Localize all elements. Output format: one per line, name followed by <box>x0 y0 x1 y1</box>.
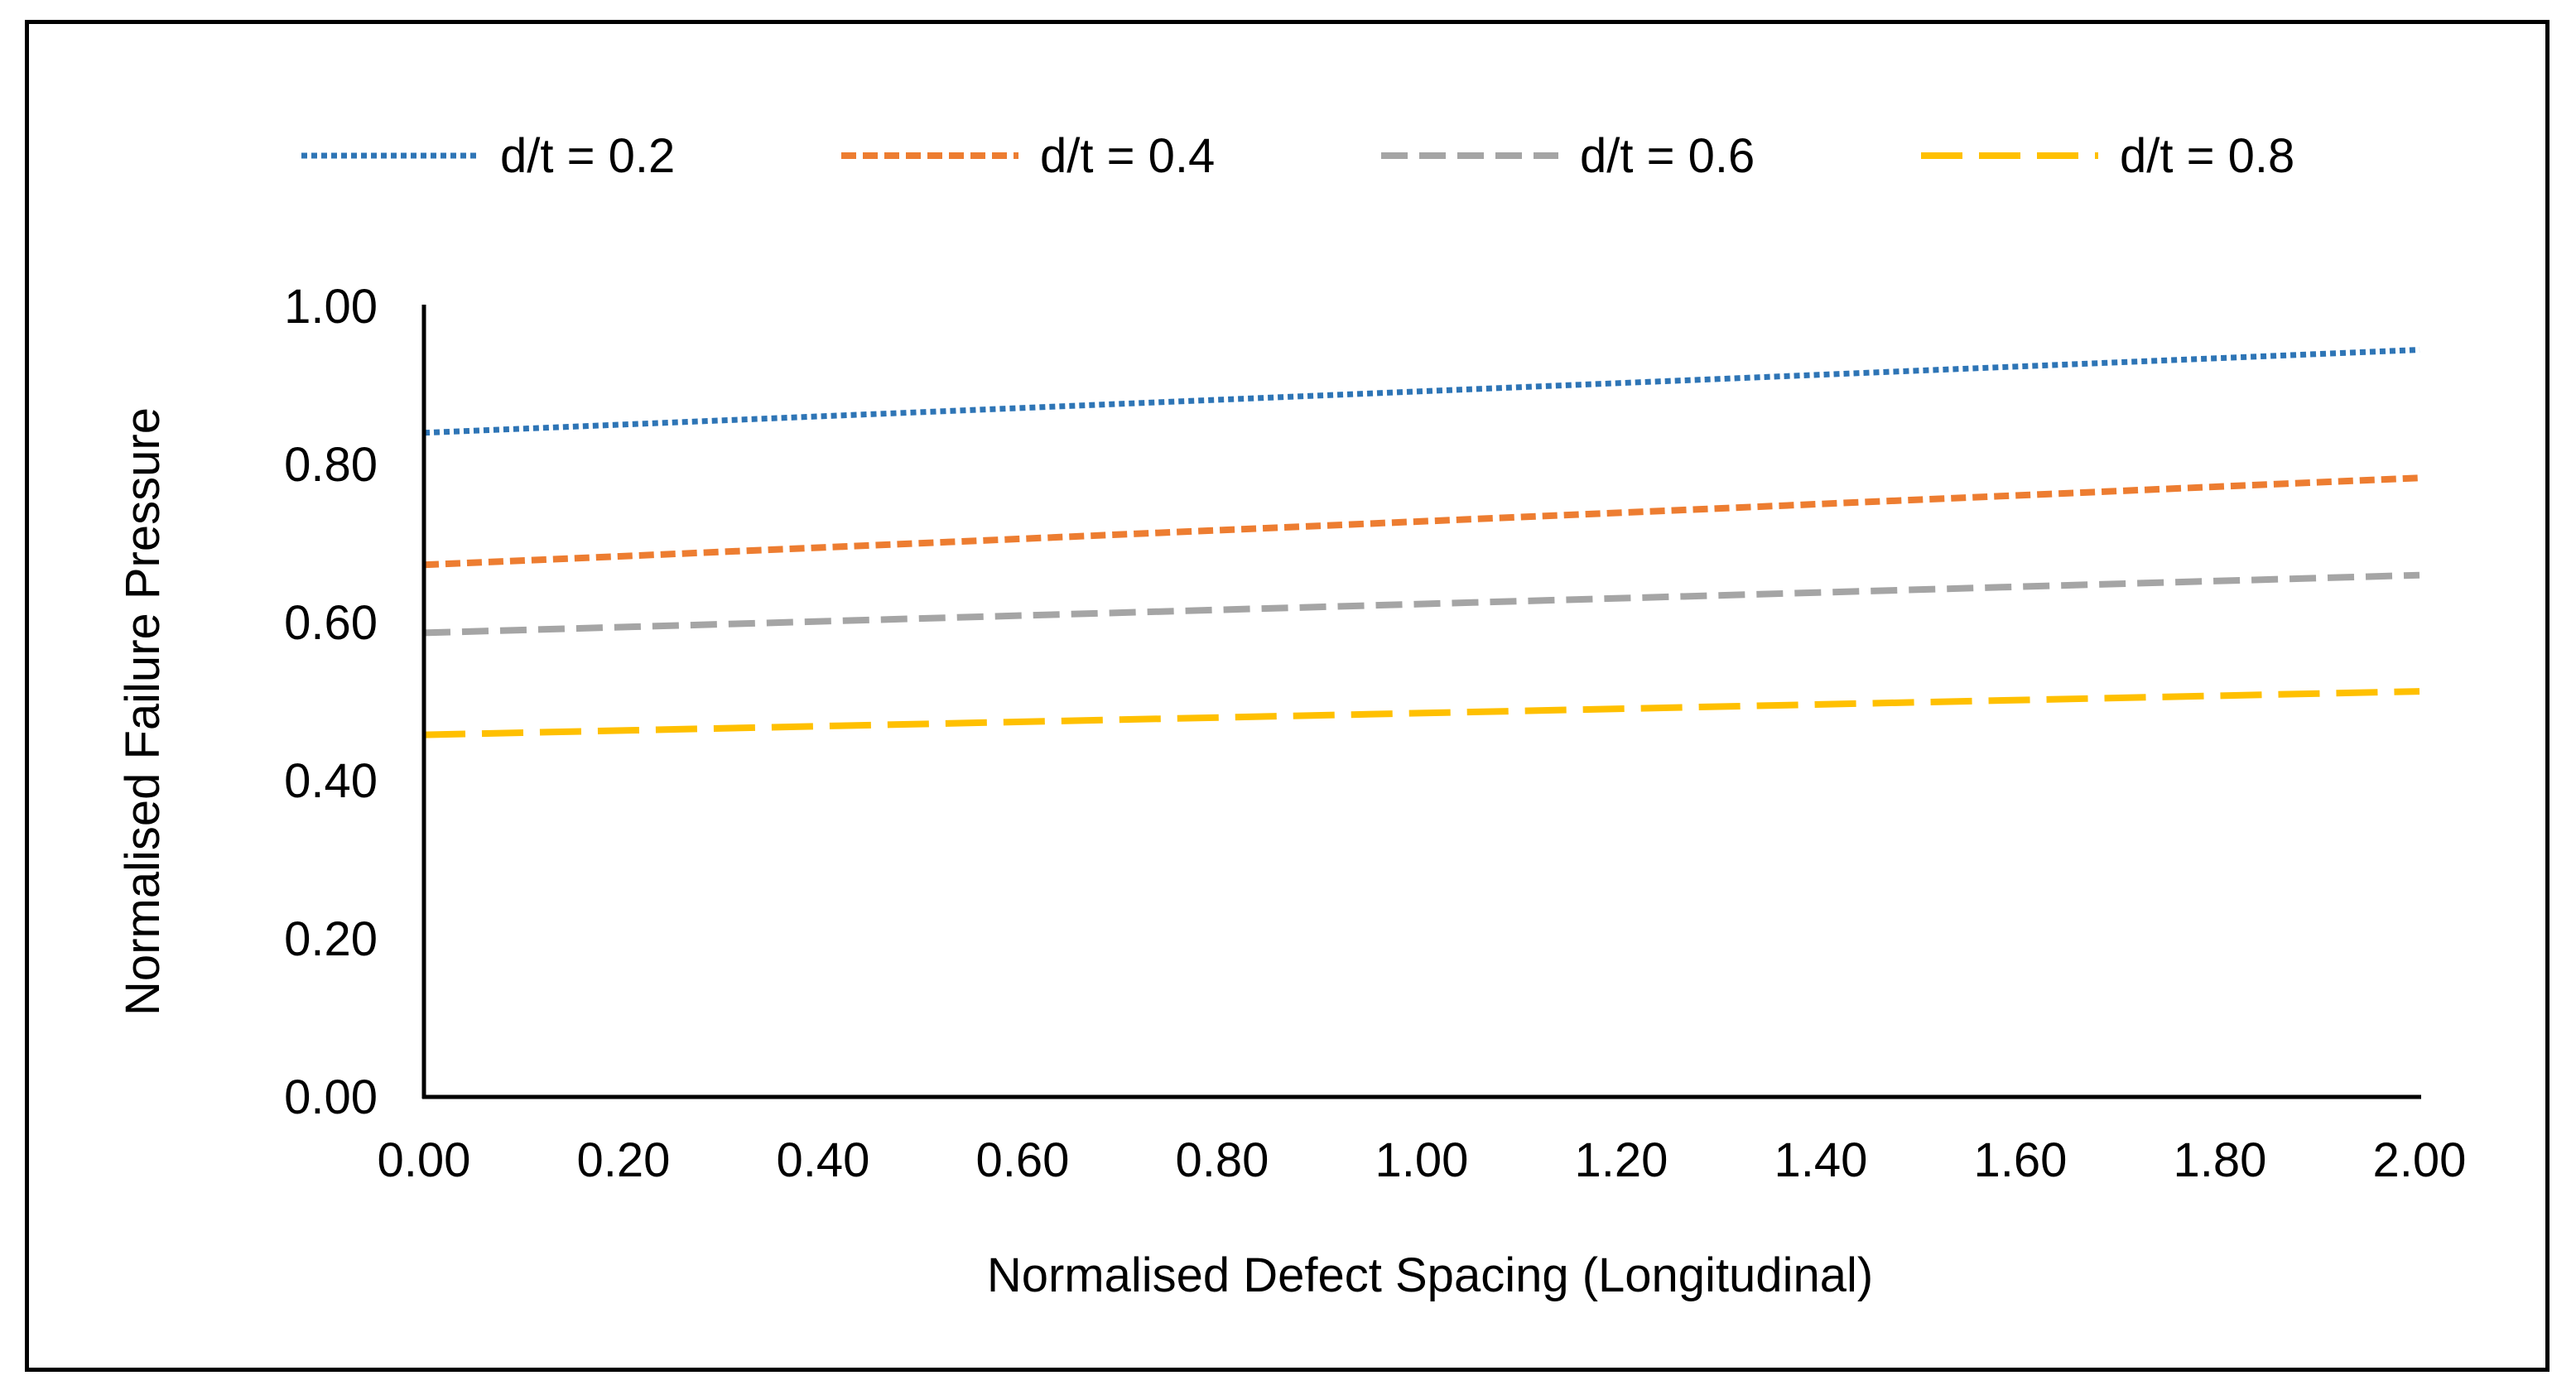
series-line-1 <box>423 347 2420 436</box>
y-axis-title: Normalised Failure Pressure <box>116 407 170 1016</box>
x-tick-label: 0.40 <box>777 1133 870 1187</box>
y-tick-label: 0.00 <box>284 1070 378 1124</box>
x-tick-label: 1.60 <box>1974 1133 2068 1187</box>
legend: d/t = 0.2 d/t = 0.4 d/t = 0.6 d/t = 0.8 <box>301 129 2294 183</box>
series-line-3 <box>423 571 2420 637</box>
x-tick-label: 0.80 <box>1176 1133 1269 1187</box>
x-tick-label: 0.60 <box>976 1133 1070 1187</box>
y-tick-label: 1.00 <box>284 280 378 334</box>
y-axis-ticks: 0.00 0.20 0.40 0.60 0.80 1.00 <box>284 280 378 1124</box>
legend-label-4: d/t = 0.8 <box>2120 129 2294 183</box>
series-line-4 <box>423 688 2420 738</box>
legend-label-1: d/t = 0.2 <box>500 129 675 183</box>
y-tick-label: 0.80 <box>284 438 378 492</box>
legend-label-3: d/t = 0.6 <box>1580 129 1755 183</box>
x-tick-label: 2.00 <box>2373 1133 2467 1187</box>
x-tick-label: 0.20 <box>577 1133 671 1187</box>
x-axis-ticks: 0.00 0.20 0.40 0.60 0.80 1.00 1.20 1.40 1.60 1.80… <box>378 1133 2467 1187</box>
x-tick-label: 1.80 <box>2174 1133 2267 1187</box>
x-tick-label: 1.00 <box>1375 1133 1469 1187</box>
y-tick-label: 0.60 <box>284 596 378 650</box>
x-tick-label: 0.00 <box>378 1133 471 1187</box>
series-lines <box>423 347 2420 738</box>
y-tick-label: 0.20 <box>284 912 378 966</box>
y-tick-label: 0.40 <box>284 754 378 808</box>
x-axis-title: Normalised Defect Spacing (Longitudinal) <box>987 1248 1873 1302</box>
legend-label-2: d/t = 0.4 <box>1040 129 1215 183</box>
x-tick-label: 1.20 <box>1575 1133 1668 1187</box>
series-line-2 <box>423 474 2420 569</box>
x-tick-label: 1.40 <box>1774 1133 1868 1187</box>
